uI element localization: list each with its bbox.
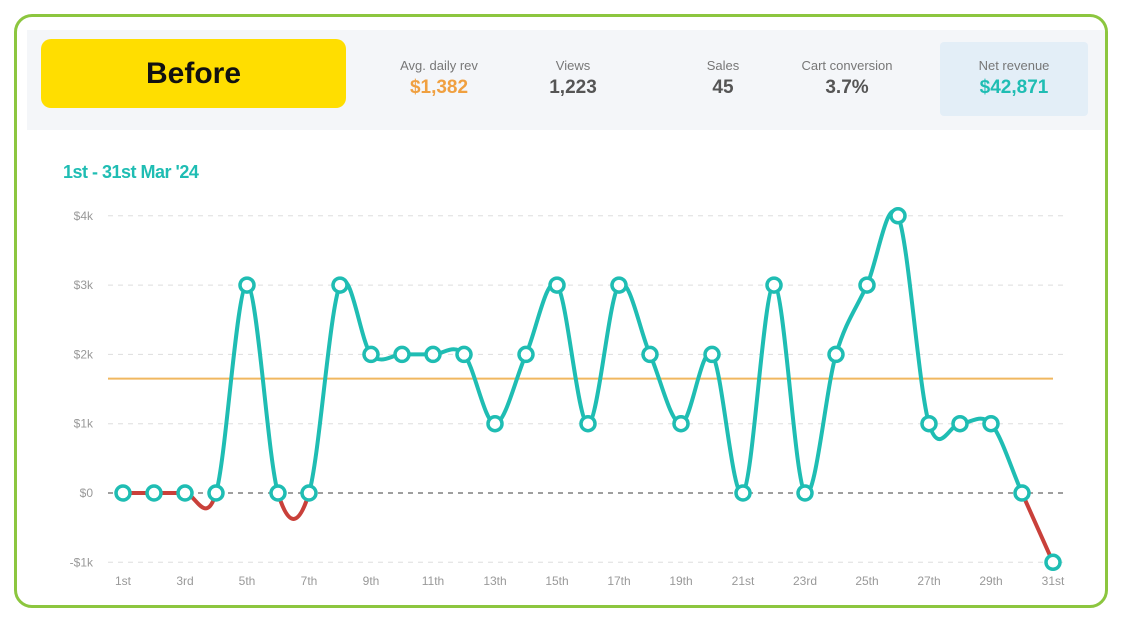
stat-label: Sales	[706, 58, 740, 73]
stat-net-revenue: Net revenue $42,871	[940, 42, 1088, 116]
x-tick-label: 17th	[607, 574, 630, 588]
stat-cart-conversion: Cart conversion 3.7%	[773, 42, 921, 116]
data-point[interactable]	[486, 414, 504, 433]
line-segment	[648, 352, 683, 426]
data-point[interactable]	[269, 484, 287, 502]
x-tick-label: 21st	[732, 574, 755, 588]
date-range-title: 1st - 31st Mar '24	[63, 162, 199, 182]
x-tick-label: 27th	[917, 574, 940, 588]
stat-label: Net revenue	[978, 58, 1050, 73]
data-point[interactable]	[703, 345, 721, 364]
line-segment	[617, 281, 652, 357]
data-point[interactable]	[517, 345, 535, 364]
x-tick-label: 31st	[1042, 574, 1065, 588]
y-tick-label: $3k	[74, 278, 94, 292]
x-tick-label: 1st	[115, 574, 132, 588]
data-point[interactable]	[579, 414, 597, 433]
data-point[interactable]	[331, 276, 349, 294]
line-segment	[741, 283, 776, 495]
x-tick-label: 11th	[422, 574, 444, 588]
data-point[interactable]	[176, 484, 194, 502]
data-point[interactable]	[455, 345, 473, 364]
data-point[interactable]	[765, 276, 783, 294]
data-point[interactable]	[207, 484, 225, 502]
line-segment	[834, 283, 869, 357]
data-point[interactable]	[145, 484, 163, 502]
line-segment	[462, 352, 497, 426]
data-point[interactable]	[858, 276, 876, 294]
data-point[interactable]	[1013, 484, 1031, 502]
stat-sales: Sales 45	[649, 42, 797, 116]
line-segment	[307, 283, 342, 495]
x-tick-label: 3rd	[176, 574, 193, 588]
x-tick-label: 29th	[979, 574, 1002, 588]
x-tick-label: 13th	[483, 574, 506, 588]
data-point[interactable]	[1044, 553, 1062, 572]
stat-label: Views	[555, 58, 591, 73]
x-tick-label: 25th	[855, 574, 878, 588]
line-segment	[772, 283, 807, 495]
before-badge: Before	[41, 39, 346, 108]
stat-avg-daily-rev: Avg. daily rev $1,382	[365, 42, 513, 116]
line-segment	[245, 283, 280, 495]
data-point[interactable]	[951, 414, 969, 433]
stat-label: Cart conversion	[801, 58, 893, 73]
x-tick-label: 5th	[239, 574, 256, 588]
data-point[interactable]	[672, 414, 690, 433]
stat-value: $1,382	[409, 77, 469, 98]
negative-line-segment	[276, 491, 311, 521]
x-tick-label: 7th	[301, 574, 318, 588]
data-point[interactable]	[827, 345, 845, 364]
stat-views: Views 1,223	[499, 42, 647, 116]
x-tick-label: 9th	[363, 574, 380, 588]
data-point[interactable]	[424, 345, 442, 364]
data-point[interactable]	[362, 345, 380, 364]
data-point[interactable]	[734, 484, 752, 502]
x-tick-label: 19th	[669, 574, 692, 588]
stat-label: Avg. daily rev	[400, 58, 478, 73]
line-segment	[679, 351, 714, 426]
data-point[interactable]	[920, 414, 938, 433]
negative-line-segment	[1020, 491, 1055, 565]
stat-value: $42,871	[979, 77, 1049, 98]
stat-value: 3.7%	[825, 77, 869, 98]
line-segment	[989, 421, 1024, 495]
y-tick-label: $4k	[74, 209, 94, 223]
line-segment	[214, 283, 249, 495]
data-point[interactable]	[300, 484, 318, 502]
y-tick-label: $1k	[74, 417, 94, 431]
data-point[interactable]	[610, 276, 628, 294]
data-point[interactable]	[796, 484, 814, 502]
line-segment	[524, 281, 559, 357]
line-segment	[493, 352, 528, 426]
data-point[interactable]	[982, 414, 1000, 433]
x-tick-label: 23rd	[793, 574, 817, 588]
data-point[interactable]	[238, 276, 256, 294]
data-point[interactable]	[641, 345, 659, 364]
stat-value: 1,223	[549, 77, 597, 98]
line-segment	[896, 213, 931, 426]
data-point[interactable]	[393, 345, 411, 364]
x-tick-label: 15th	[545, 574, 568, 588]
y-tick-label: $2k	[74, 347, 94, 361]
y-tick-label: $0	[80, 486, 94, 500]
data-point[interactable]	[889, 207, 907, 225]
stat-value: 45	[712, 77, 734, 98]
y-tick-label: -$1k	[70, 555, 94, 569]
data-point[interactable]	[114, 484, 132, 502]
data-point[interactable]	[548, 276, 566, 294]
